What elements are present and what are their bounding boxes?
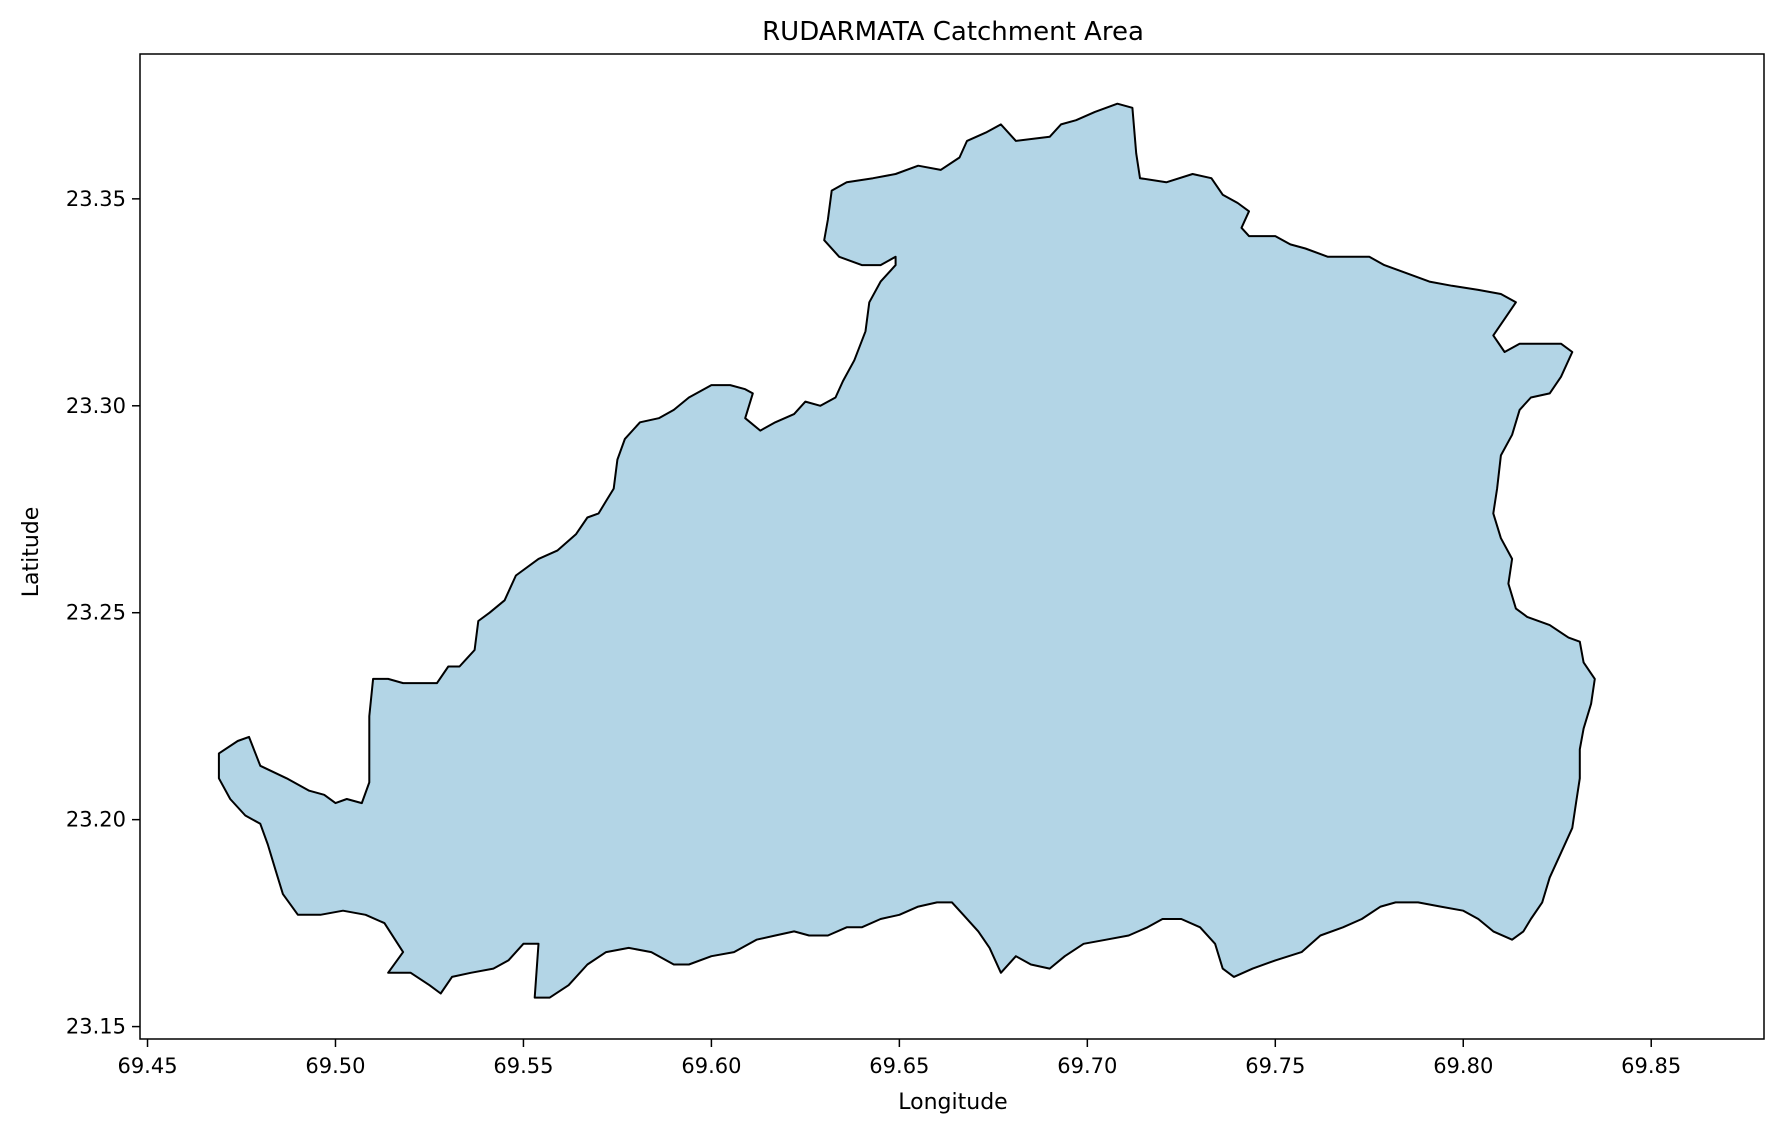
y-tick-label: 23.20 (66, 808, 126, 832)
x-tick-label: 69.60 (681, 1054, 741, 1078)
x-tick-label: 69.55 (493, 1054, 553, 1078)
x-tick-label: 69.65 (869, 1054, 929, 1078)
y-tick-label: 23.25 (66, 601, 126, 625)
plot-area (139, 53, 1765, 1040)
x-axis: 69.45 69.50 69.55 69.60 69.65 69.70 69.75 69.80… (117, 1039, 1681, 1078)
plot-frame (139, 53, 1765, 1040)
y-tick-label: 23.35 (66, 187, 126, 211)
y-tick-label: 23.30 (66, 394, 126, 418)
x-tick-label: 69.70 (1057, 1054, 1117, 1078)
x-tick-label: 69.45 (117, 1054, 177, 1078)
catchment-polygon (217, 102, 1596, 999)
x-tick-label: 69.50 (305, 1054, 365, 1078)
y-axis-label: Latitude (19, 507, 44, 598)
x-tick-label: 69.75 (1245, 1054, 1305, 1078)
x-axis-label: Longitude (898, 1090, 1007, 1115)
x-tick-label: 69.80 (1433, 1054, 1493, 1078)
x-tick-label: 69.85 (1621, 1054, 1681, 1078)
chart-title: RUDARMATA Catchment Area (762, 17, 1144, 47)
y-tick-label: 23.15 (66, 1015, 126, 1039)
y-axis: 23.15 23.20 23.25 23.30 23.35 (66, 187, 140, 1039)
